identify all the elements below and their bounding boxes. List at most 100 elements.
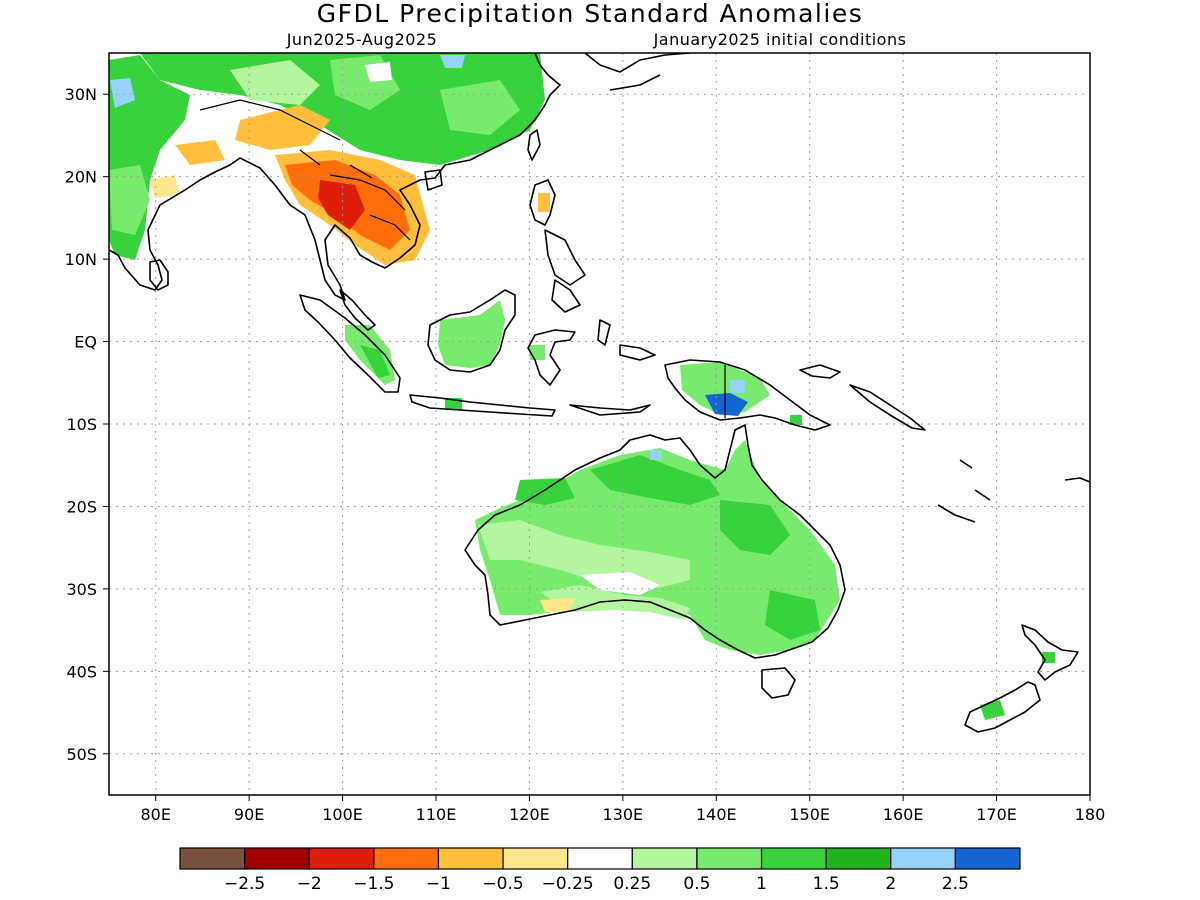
colorbar-label: −0.5 [482,874,523,894]
colorbar-swatch [760,847,827,870]
latitude-labels: 30N 20N 10N EQ 10S 20S 30S 40S 50S [65,85,109,764]
colorbar-label: −1.5 [353,874,394,894]
anomaly-region-png-wet [705,393,748,416]
colorbar-swatch [308,847,375,870]
lon-tick-label: 120E [509,805,550,824]
anomaly-region-himalaya-dry [235,105,330,150]
anomaly-region-tibet-pale [230,60,320,105]
lat-tick-label: 10N [65,250,97,269]
lon-tick-label: 90E [234,805,264,824]
coast-asia [109,53,561,301]
colorbar-swatch [696,847,763,870]
lon-tick-label: 170E [976,805,1017,824]
colorbar-label: 0.5 [683,874,710,894]
anomaly-region-australia-se-strong [765,590,820,640]
anomaly-shading [109,53,1055,720]
anomaly-region-india-east-dry [175,140,225,165]
anomaly-region-png-east [790,415,802,425]
lon-tick-label: 130E [603,805,644,824]
coast-new-zealand-north [1021,624,1079,681]
anomaly-region-australia-pale-west [478,520,690,590]
coast-hainan [424,169,443,191]
colorbar-label: 0.25 [613,874,651,894]
coast-java [409,394,556,417]
coastlines [109,53,1090,733]
colorbar-swatch [179,847,246,870]
lat-tick-label: 20S [66,497,97,516]
lat-tick-label: EQ [74,333,97,352]
anomaly-region-bangladesh-dry [150,175,180,198]
anomaly-region-philippines [538,193,550,212]
colorbar-label: 2.5 [942,874,969,894]
lon-tick-label: 100E [322,805,363,824]
coast-new-zealand-south [964,681,1041,733]
coast-korea-japan [584,53,691,91]
anomaly-region-australia-north-blue [650,450,662,460]
lon-tick-label: 140E [696,805,737,824]
lat-tick-label: 50S [66,745,97,764]
coast-taiwan [527,129,541,161]
colorbar-swatch [244,847,310,870]
colorbar-label: 1.5 [813,874,840,894]
colorbar-label: 2 [885,874,896,894]
country-borders [199,99,726,418]
anomaly-region-sumatra-strong [360,345,390,378]
coast-sri-lanka [149,259,169,291]
colorbar-swatches [179,847,1021,870]
anomaly-region-nz-south [980,700,1005,720]
coast-moluccas [569,319,656,416]
period-subtitle: Jun2025-Aug2025 [286,30,438,49]
longitude-labels: 80E 90E 100E 110E 120E 130E 140E 150E 160E 170E 18… [140,795,1105,824]
lon-tick-label: 80E [140,805,170,824]
colorbar-swatch [567,847,633,870]
lon-tick-label: 160E [883,805,924,824]
anomaly-region-myanmar-strong [318,180,365,230]
lon-tick-label: 110E [416,805,457,824]
colorbar-label: 1 [756,874,767,894]
colorbar-label: −0.25 [542,874,594,894]
lat-tick-label: 20N [65,168,97,187]
graticule [109,53,1090,795]
colorbar-swatch [890,847,956,870]
coast-borneo [427,289,516,373]
coast-pacific-islands [937,459,1090,523]
lat-tick-label: 10S [66,415,97,434]
colorbar-labels: −2.5 −2 −1.5 −1 −0.5 −0.25 0.25 0.5 1 1.5 2 2.5 [224,874,969,894]
colorbar-swatch [502,847,569,870]
anomaly-region-australia-pale-south [540,585,690,620]
coast-sulawesi [527,329,576,386]
anomaly-region-china-white [365,62,392,82]
anomaly-region-borneo [438,300,505,368]
lat-tick-label: 30S [66,580,97,599]
anomaly-region-png-light-blue [730,380,745,393]
coast-malay-peninsula [339,289,376,331]
anomaly-region-sulawesi [530,345,545,360]
coast-new-guinea [664,359,831,431]
coast-tasmania [761,667,796,699]
colorbar-swatch [825,847,892,870]
anomaly-region-india-light [109,165,150,235]
lon-tick-label: 180 [1075,805,1106,824]
coast-philippines [529,179,586,313]
colorbar: −2.5 −2 −1.5 −1 −0.5 −0.25 0.25 0.5 1 1.5 2 2.5 [179,847,1021,894]
lat-tick-label: 30N [65,85,97,104]
colorbar-swatch [631,847,698,870]
colorbar-label: −1 [426,874,451,894]
anomaly-region-china-blue [440,55,465,68]
colorbar-swatch [954,847,1021,870]
lat-tick-label: 40S [66,662,97,681]
anomaly-region-australia-dry [540,598,575,612]
map-title: GFDL Precipitation Standard Anomalies [317,0,863,28]
colorbar-label: −2.5 [224,874,265,894]
colorbar-swatch [437,847,504,870]
initial-conditions-subtitle: January2025 initial conditions [653,30,907,49]
colorbar-swatch [373,847,440,870]
anomaly-region-india-blue [110,78,135,108]
coast-sumatra [299,294,401,393]
coast-bismarck-solomons [799,364,926,431]
anomaly-region-australia-east-strong [720,500,790,555]
colorbar-label: −2 [297,874,322,894]
lon-tick-label: 150E [789,805,830,824]
anomaly-region-tasmania [765,670,790,692]
